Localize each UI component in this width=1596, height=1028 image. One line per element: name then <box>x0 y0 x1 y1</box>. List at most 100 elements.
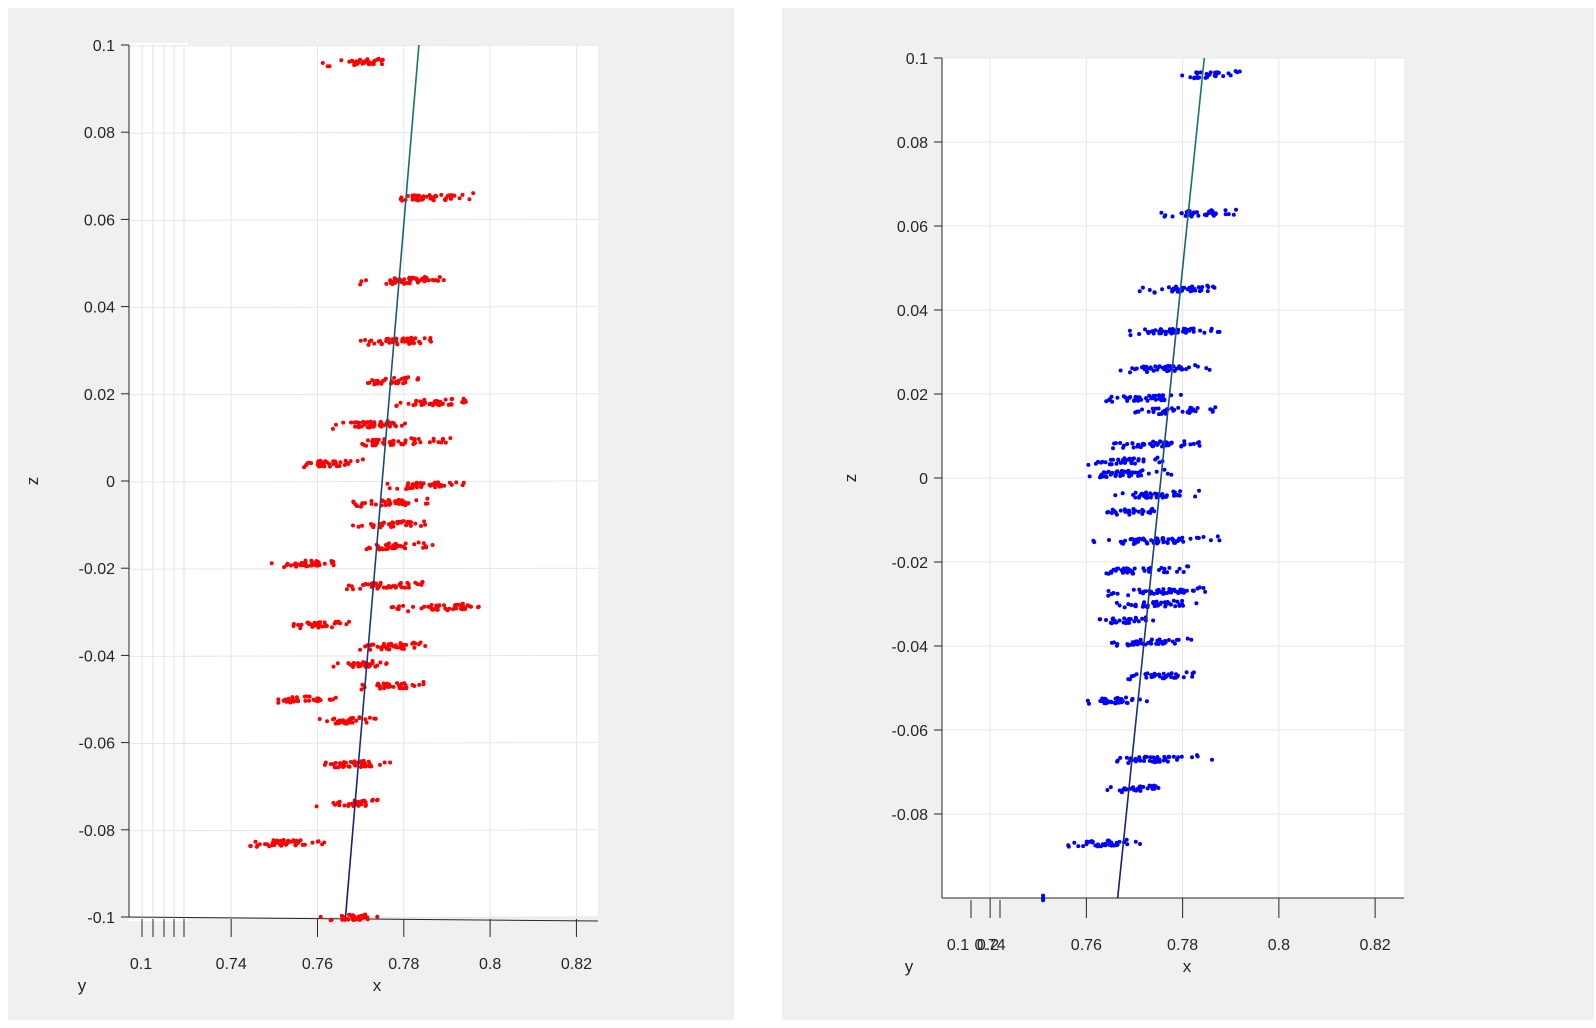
data-point <box>1171 754 1176 759</box>
data-point <box>348 760 353 764</box>
data-point <box>1178 392 1183 397</box>
data-point <box>399 441 404 446</box>
data-point <box>358 282 363 287</box>
data-point <box>356 423 361 428</box>
data-point <box>382 644 387 649</box>
data-point <box>1164 440 1169 445</box>
data-point <box>1127 509 1132 514</box>
data-point <box>375 440 380 445</box>
x-tick-label: 0.82 <box>561 956 592 973</box>
data-point <box>1108 840 1112 844</box>
data-point <box>1194 535 1199 540</box>
data-point <box>1149 637 1154 642</box>
data-point <box>1122 616 1127 621</box>
data-point <box>396 380 401 385</box>
data-point <box>453 606 458 611</box>
data-point <box>1137 495 1141 500</box>
data-point <box>447 193 452 198</box>
data-point <box>382 520 386 525</box>
data-point <box>334 765 339 770</box>
data-point <box>476 604 481 609</box>
data-point <box>341 765 346 769</box>
data-point <box>1112 700 1117 705</box>
data-point <box>1208 407 1213 412</box>
data-point <box>1126 677 1131 682</box>
data-point <box>1109 699 1113 704</box>
data-point <box>1093 461 1098 466</box>
data-point <box>296 699 301 704</box>
data-point <box>1121 394 1126 399</box>
data-point <box>1191 588 1196 593</box>
data-point <box>357 716 362 721</box>
data-point <box>365 381 370 385</box>
z-axis-label: z <box>23 477 42 486</box>
data-point <box>1193 494 1198 499</box>
data-point <box>1136 509 1141 514</box>
data-point <box>351 587 355 592</box>
data-point <box>1185 636 1190 641</box>
data-point <box>1138 469 1143 474</box>
data-point <box>1152 290 1157 295</box>
data-point <box>418 481 423 485</box>
data-point <box>374 581 378 586</box>
data-point <box>1195 753 1199 758</box>
data-point <box>352 759 357 764</box>
data-point <box>1151 329 1156 334</box>
data-point <box>1128 333 1133 338</box>
x-tick-label: 0.8 <box>1268 937 1290 954</box>
data-point <box>449 196 453 201</box>
data-point <box>359 802 364 807</box>
data-point <box>1111 591 1116 595</box>
data-point <box>1133 470 1138 475</box>
data-point <box>412 542 417 547</box>
data-point <box>417 339 422 344</box>
x-tick-label: 0.8 <box>479 956 501 973</box>
data-point <box>1113 474 1118 478</box>
data-point <box>1159 639 1164 644</box>
data-point <box>362 582 367 587</box>
data-point <box>375 797 380 802</box>
data-point <box>317 460 322 465</box>
data-point <box>413 276 418 281</box>
data-point <box>1128 370 1132 375</box>
data-point <box>1154 536 1159 541</box>
data-point <box>361 660 366 665</box>
data-point <box>1110 507 1115 512</box>
data-point <box>311 623 316 628</box>
z-tick-label: -0.08 <box>79 823 116 840</box>
data-point <box>1115 591 1120 596</box>
data-point <box>363 338 368 342</box>
data-point <box>394 424 398 429</box>
data-point <box>315 839 320 844</box>
data-point <box>1087 701 1091 706</box>
data-point <box>354 59 359 64</box>
data-point <box>1118 539 1123 544</box>
data-point <box>1143 672 1148 677</box>
data-point <box>1115 758 1120 763</box>
data-point <box>1157 364 1162 369</box>
data-point <box>419 582 424 587</box>
data-point <box>444 196 448 201</box>
data-point <box>1098 475 1102 480</box>
data-point <box>1162 467 1167 472</box>
data-point <box>328 918 333 923</box>
data-point <box>437 275 442 280</box>
data-point <box>471 191 476 196</box>
data-point <box>384 281 389 286</box>
data-point <box>322 840 327 845</box>
data-point <box>1153 393 1158 398</box>
data-point <box>1121 620 1126 625</box>
data-point <box>1177 493 1182 498</box>
data-point <box>1169 472 1174 477</box>
data-point <box>358 338 363 343</box>
data-point <box>1155 367 1160 372</box>
data-point <box>370 443 375 448</box>
data-point <box>370 659 375 663</box>
data-point <box>1148 491 1153 496</box>
y-axis-label: y <box>905 957 914 976</box>
data-point <box>1076 844 1081 849</box>
data-point <box>1113 620 1118 625</box>
data-point <box>1099 699 1104 704</box>
data-point <box>1177 566 1182 571</box>
data-point <box>376 437 381 442</box>
